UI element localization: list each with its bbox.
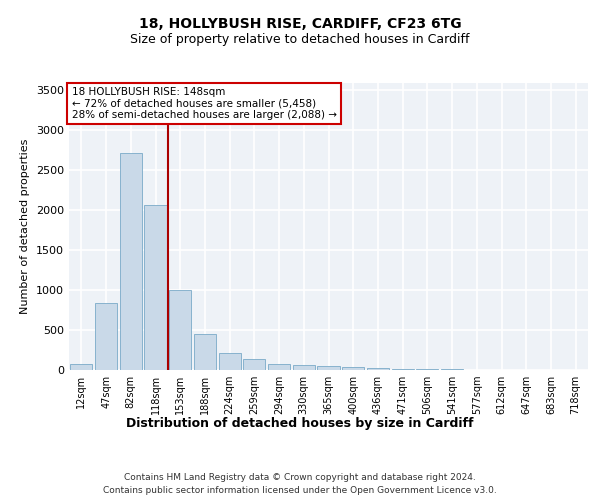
Bar — [317, 366, 340, 370]
Bar — [95, 303, 117, 370]
Bar — [194, 334, 216, 370]
Bar — [342, 367, 364, 370]
Bar — [70, 364, 92, 370]
Text: Contains HM Land Registry data © Crown copyright and database right 2024.: Contains HM Land Registry data © Crown c… — [124, 472, 476, 482]
Bar — [392, 369, 414, 370]
Text: Contains public sector information licensed under the Open Government Licence v3: Contains public sector information licen… — [103, 486, 497, 495]
Bar — [416, 369, 439, 370]
Bar — [145, 206, 167, 370]
Text: Size of property relative to detached houses in Cardiff: Size of property relative to detached ho… — [130, 32, 470, 46]
Text: 18 HOLLYBUSH RISE: 148sqm
← 72% of detached houses are smaller (5,458)
28% of se: 18 HOLLYBUSH RISE: 148sqm ← 72% of detac… — [71, 87, 337, 120]
Bar — [268, 364, 290, 370]
Bar — [218, 353, 241, 370]
Text: Distribution of detached houses by size in Cardiff: Distribution of detached houses by size … — [126, 418, 474, 430]
Bar — [169, 290, 191, 370]
Bar — [293, 365, 315, 370]
Text: 18, HOLLYBUSH RISE, CARDIFF, CF23 6TG: 18, HOLLYBUSH RISE, CARDIFF, CF23 6TG — [139, 18, 461, 32]
Bar — [367, 368, 389, 370]
Bar — [119, 153, 142, 370]
Y-axis label: Number of detached properties: Number of detached properties — [20, 138, 31, 314]
Bar — [243, 359, 265, 370]
